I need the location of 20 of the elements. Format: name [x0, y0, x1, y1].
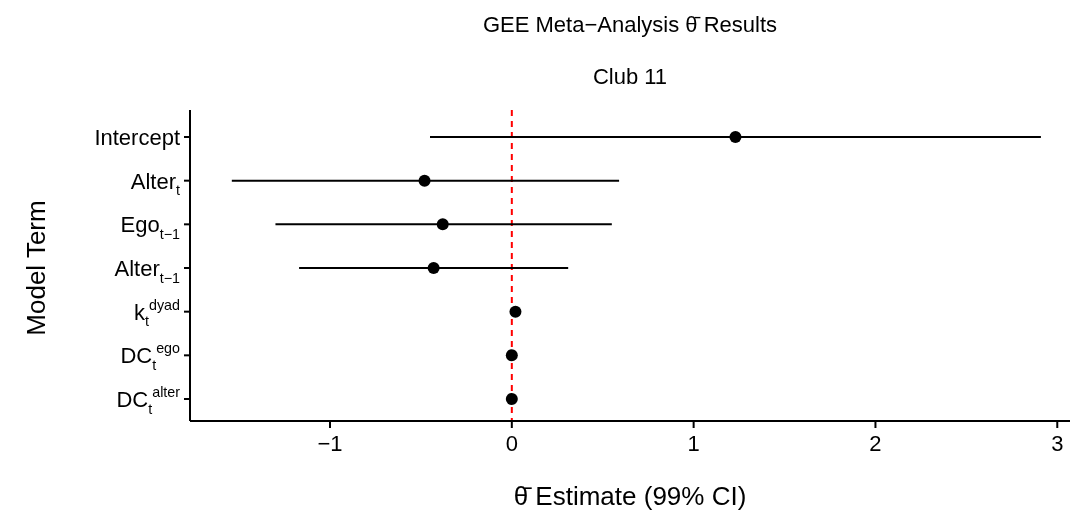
x-tick-label: −1 [317, 431, 343, 456]
x-axis-title: θ̄ Estimate (99% CI) [513, 481, 747, 511]
y-tick-label: Alter$_{t}$ [130, 168, 181, 199]
y-tick-label: Intercept [94, 125, 180, 150]
point [427, 262, 440, 274]
point [418, 174, 431, 187]
point [509, 305, 522, 318]
point [729, 131, 742, 143]
x-tick-label: 0 [505, 431, 518, 456]
x-tick-label: 3 [1051, 431, 1064, 456]
y-axis-title: Model Term [21, 200, 51, 336]
point [436, 218, 449, 231]
y-tick-label: Alter$_{t−1}$ [114, 256, 181, 286]
y-tick-label: Ego$_{t−1}$ [120, 212, 181, 242]
chart-subtitle: Club 11 [592, 64, 668, 89]
chart-title: GEE Meta−Analysis θ̄ Results [482, 12, 778, 37]
point [505, 393, 518, 405]
point [505, 349, 518, 362]
x-tick-label: 2 [869, 431, 882, 456]
x-tick-label: 1 [687, 431, 700, 456]
